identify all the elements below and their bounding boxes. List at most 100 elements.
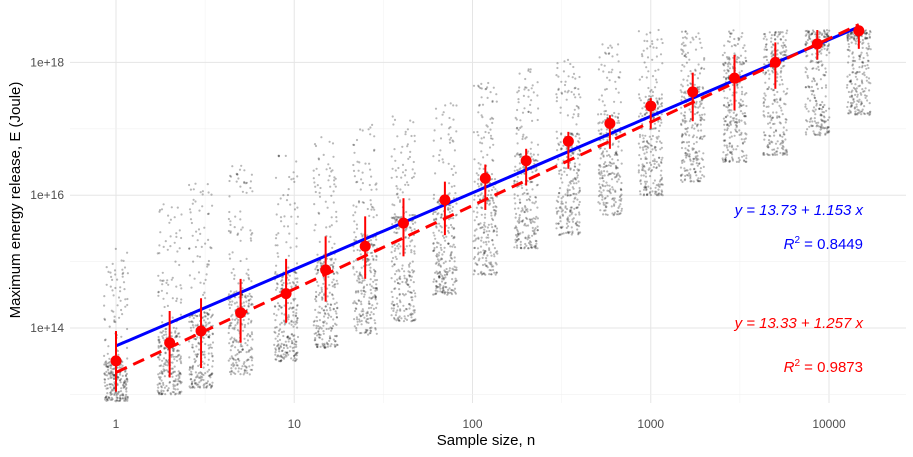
- raw-point: [681, 63, 684, 67]
- raw-point: [168, 381, 171, 384]
- raw-point: [362, 201, 365, 204]
- raw-point: [644, 172, 648, 175]
- raw-point: [613, 153, 617, 156]
- raw-point: [819, 128, 822, 131]
- raw-point: [865, 79, 869, 82]
- raw-point: [375, 188, 378, 191]
- raw-point: [112, 374, 116, 377]
- raw-point: [191, 367, 194, 370]
- raw-point: [180, 362, 183, 365]
- raw-point: [530, 218, 534, 221]
- raw-point: [396, 309, 399, 312]
- raw-point: [200, 372, 203, 375]
- raw-point: [689, 158, 692, 161]
- raw-point: [295, 312, 298, 315]
- raw-point: [473, 234, 476, 237]
- raw-point: [698, 162, 701, 165]
- raw-point: [682, 159, 685, 162]
- raw-point: [736, 83, 739, 86]
- raw-point: [650, 163, 653, 166]
- raw-point: [178, 371, 181, 374]
- raw-point: [283, 356, 286, 359]
- raw-point: [723, 51, 726, 54]
- raw-point: [517, 238, 520, 241]
- raw-point: [157, 376, 161, 379]
- raw-point: [698, 37, 701, 41]
- raw-point: [531, 201, 534, 204]
- raw-point: [619, 212, 622, 215]
- raw-point: [126, 397, 129, 400]
- raw-point: [236, 232, 240, 235]
- raw-point: [250, 173, 253, 176]
- raw-point: [111, 384, 114, 387]
- raw-point: [162, 370, 166, 373]
- raw-point: [198, 255, 202, 258]
- raw-point: [178, 343, 181, 346]
- raw-point: [237, 357, 240, 360]
- raw-point: [858, 56, 862, 59]
- raw-point: [176, 250, 179, 253]
- raw-point: [156, 356, 160, 359]
- raw-point: [408, 275, 411, 278]
- raw-point: [651, 40, 654, 43]
- raw-point: [603, 110, 606, 113]
- raw-point: [868, 113, 871, 117]
- raw-point: [557, 200, 560, 203]
- raw-point: [452, 243, 455, 246]
- raw-point: [163, 347, 166, 350]
- raw-point: [604, 213, 607, 216]
- raw-point: [292, 334, 295, 338]
- raw-point: [246, 312, 249, 315]
- raw-point: [398, 275, 402, 278]
- raw-point: [408, 244, 411, 247]
- raw-point: [683, 119, 686, 122]
- raw-point: [239, 343, 243, 346]
- raw-point: [452, 227, 455, 230]
- raw-point: [655, 46, 658, 50]
- raw-point: [409, 150, 412, 153]
- raw-point: [850, 36, 853, 39]
- raw-point: [570, 133, 573, 136]
- raw-point: [397, 319, 400, 322]
- raw-point: [533, 221, 536, 224]
- raw-point: [774, 31, 777, 34]
- raw-point: [370, 311, 373, 314]
- raw-point: [179, 372, 182, 375]
- raw-point: [812, 106, 816, 109]
- raw-point: [559, 148, 563, 151]
- raw-point: [319, 345, 322, 348]
- raw-point: [527, 89, 530, 92]
- raw-point: [171, 353, 174, 356]
- raw-point: [432, 155, 435, 158]
- raw-point: [443, 282, 446, 285]
- raw-point: [352, 249, 355, 252]
- raw-point: [813, 96, 817, 100]
- raw-point: [556, 137, 559, 140]
- raw-point: [816, 133, 819, 136]
- raw-point: [320, 136, 323, 139]
- raw-point: [641, 168, 644, 172]
- raw-point: [363, 289, 366, 293]
- raw-point: [819, 31, 822, 34]
- raw-point: [849, 101, 853, 105]
- raw-point: [210, 193, 213, 196]
- raw-point: [371, 243, 374, 246]
- raw-point: [237, 370, 240, 373]
- raw-point: [103, 363, 106, 366]
- raw-point: [174, 392, 178, 395]
- raw-point: [693, 167, 696, 170]
- raw-point: [277, 203, 280, 206]
- raw-point: [726, 129, 729, 132]
- raw-point: [447, 162, 450, 165]
- raw-point: [376, 302, 379, 305]
- raw-point: [114, 391, 117, 394]
- raw-point: [692, 157, 695, 160]
- raw-point: [730, 103, 733, 106]
- raw-point: [735, 160, 739, 163]
- raw-point: [606, 189, 609, 192]
- raw-point: [277, 155, 280, 158]
- raw-point: [644, 145, 647, 148]
- raw-point: [243, 325, 246, 329]
- raw-point: [804, 29, 807, 33]
- raw-point: [191, 234, 194, 237]
